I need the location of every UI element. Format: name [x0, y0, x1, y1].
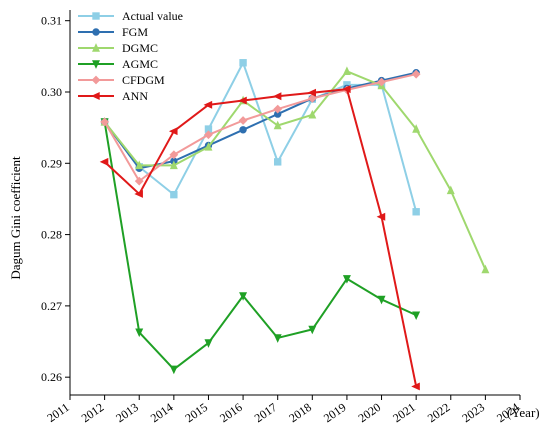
data-point [203, 100, 213, 109]
x-tick-label: 2020 [356, 400, 384, 425]
legend-label: ANN [122, 89, 148, 103]
data-point [169, 150, 179, 160]
data-point [169, 365, 178, 375]
legend-label: Actual value [122, 9, 183, 23]
y-tick-label: 0.27 [41, 299, 62, 313]
data-point [377, 77, 386, 87]
y-axis-title: Dagum Gini coefficient [8, 156, 23, 280]
data-point [412, 124, 421, 133]
data-point [307, 88, 317, 97]
series-layer [99, 59, 490, 391]
y-tick-label: 0.30 [41, 85, 62, 99]
data-point [272, 92, 282, 101]
series-dgmc [100, 66, 490, 274]
data-point [169, 160, 178, 170]
legend-label: AGMC [122, 57, 158, 71]
series-agmc [100, 118, 421, 375]
data-point [273, 334, 282, 343]
series-line [103, 121, 417, 371]
data-point [481, 264, 490, 274]
x-tick-label: 2019 [321, 400, 349, 425]
x-tick-label: 2017 [252, 400, 280, 425]
legend-label: CFDGM [122, 73, 165, 87]
x-tick-label: 2012 [79, 400, 107, 425]
legend-item: FGM [78, 25, 148, 39]
y-tick-label: 0.26 [41, 370, 62, 384]
data-point [239, 292, 248, 301]
series-line [103, 70, 487, 270]
data-point [412, 208, 420, 216]
y-tick-label: 0.31 [41, 14, 62, 28]
legend-item: CFDGM [78, 73, 165, 87]
legend-marker [91, 92, 100, 100]
data-point [100, 117, 110, 127]
data-point [134, 176, 144, 186]
x-axis-unit-label: (Year) [507, 405, 540, 420]
x-tick-label: 2023 [459, 400, 487, 425]
x-axis-ticks: 2011 2012 2013 2014 2015 2016 2017 2018 2019 2020… [44, 395, 522, 425]
data-point [204, 339, 213, 348]
data-point [135, 160, 144, 170]
series-ann [99, 85, 420, 391]
legend-marker [91, 75, 101, 85]
x-tick-label: 2011 [44, 400, 71, 425]
data-point [238, 116, 248, 125]
x-tick-label: 2021 [390, 400, 418, 425]
data-point [446, 185, 455, 195]
x-tick-label: 2016 [217, 400, 245, 425]
data-point [273, 158, 282, 166]
data-point [134, 189, 143, 198]
data-point [168, 127, 178, 136]
legend-marker [92, 43, 100, 52]
legend: Actual value FGM DGMC AGMC CFDGM ANN [78, 9, 183, 103]
data-point [307, 94, 317, 103]
data-point [99, 157, 109, 166]
data-point [170, 190, 178, 199]
legend-item: DGMC [78, 41, 158, 55]
y-tick-label: 0.29 [41, 156, 62, 170]
data-point [204, 142, 213, 151]
data-point [342, 66, 351, 76]
x-tick-label: 2018 [286, 400, 314, 425]
data-point [411, 382, 420, 391]
data-point [308, 325, 317, 335]
legend-item: Actual value [78, 9, 183, 23]
data-point [239, 59, 247, 67]
x-tick-label: 2014 [148, 400, 176, 425]
x-tick-label: 2015 [182, 400, 210, 425]
legend-item: ANN [78, 89, 148, 103]
x-tick-label: 2013 [113, 400, 141, 425]
plot-area: 0.260.270.280.290.300.31 2011 2012 2013 201… [41, 10, 522, 425]
legend-marker [92, 60, 100, 69]
legend-marker [92, 28, 100, 36]
data-point [342, 275, 351, 284]
data-point [411, 69, 421, 79]
legend-marker [92, 12, 100, 20]
data-point [412, 311, 421, 321]
y-axis-ticks: 0.26 0.27 0.28 0.29 0.30 0.31 [41, 14, 70, 384]
data-point [273, 104, 283, 114]
y-tick-label: 0.28 [41, 228, 62, 242]
data-point [238, 96, 247, 105]
series-line [103, 71, 417, 170]
legend-label: FGM [122, 25, 148, 39]
x-tick-label: 2022 [425, 400, 453, 425]
series-cfdgm [100, 69, 421, 186]
data-point [377, 295, 386, 305]
legend-label: DGMC [122, 41, 158, 55]
data-point [376, 212, 386, 221]
series-line [103, 88, 418, 387]
data-point [342, 85, 351, 94]
data-point [239, 126, 247, 134]
data-point [135, 328, 144, 338]
data-point [273, 120, 282, 130]
data-point [204, 130, 213, 140]
data-point [308, 109, 317, 119]
series-line [103, 73, 417, 183]
legend-item: AGMC [78, 57, 158, 71]
